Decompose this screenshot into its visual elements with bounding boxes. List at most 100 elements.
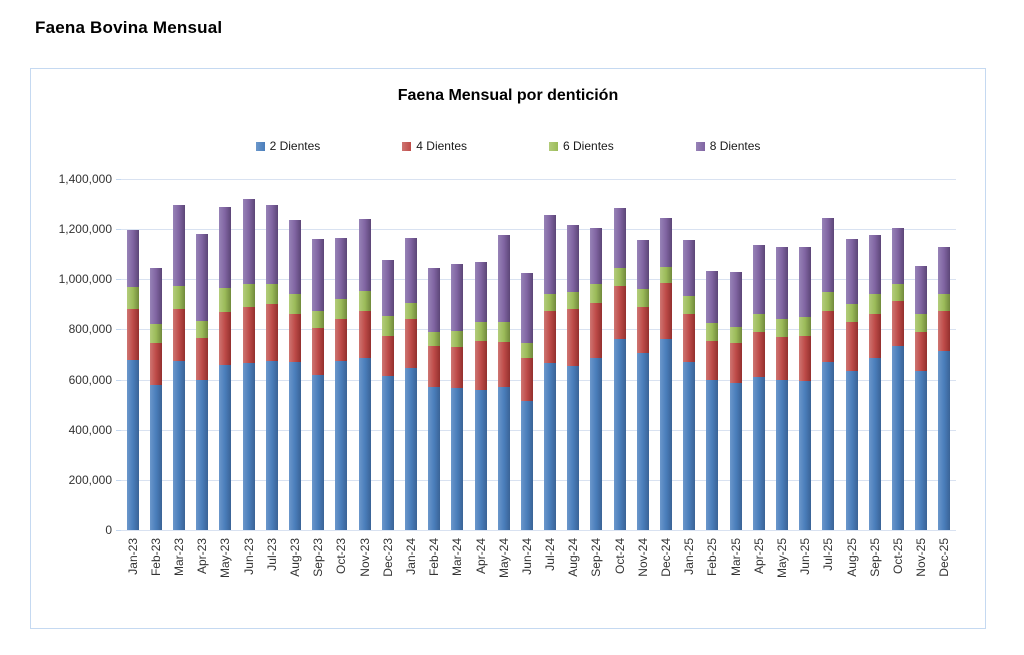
x-axis-label: Sep-24 [589, 538, 604, 577]
bar-segment-2-dientes [752, 377, 765, 530]
bar-segment-6-dientes [567, 291, 580, 310]
bar-segment-6-dientes [312, 310, 325, 329]
y-axis-tick [116, 429, 121, 431]
bar-segment-8-dientes [567, 225, 580, 292]
bar-segment-4-dientes [219, 311, 232, 365]
bar-segment-4-dientes [288, 314, 301, 363]
legend-item-2-dientes: 2 Dientes [255, 139, 321, 153]
bar-segment-4-dientes [799, 335, 812, 381]
legend-swatch-icon [255, 141, 265, 151]
bar-segment-8-dientes [219, 206, 232, 289]
bar-segment-2-dientes [776, 379, 789, 530]
bar-segment-8-dientes [868, 235, 881, 295]
bar-segment-4-dientes [451, 347, 464, 389]
bar-segment-6-dientes [845, 304, 858, 322]
bar-segment-4-dientes [474, 340, 487, 390]
legend-swatch-icon [695, 141, 705, 151]
bar-segment-8-dientes [752, 245, 765, 315]
bar-segment-6-dientes [752, 314, 765, 332]
bar-segment-8-dientes [428, 268, 441, 332]
bar-segment-4-dientes [265, 304, 278, 361]
bar-segment-6-dientes [938, 294, 951, 311]
bar-segment-4-dientes [613, 285, 626, 340]
x-axis-label: Aug-25 [844, 538, 859, 577]
bar-segment-8-dientes [358, 219, 371, 291]
bar-segment-8-dientes [544, 215, 557, 295]
y-axis-label: 200,000 [68, 472, 112, 487]
x-axis-label: Jul-25 [821, 538, 836, 571]
bar-segment-2-dientes [358, 358, 371, 530]
bar-segment-6-dientes [358, 290, 371, 311]
bar-segment-8-dientes [915, 265, 928, 315]
legend-item-8-dientes: 8 Dientes [695, 139, 761, 153]
x-axis-label: Nov-24 [635, 538, 650, 577]
y-axis-label: 1,200,000 [58, 222, 112, 237]
bar-segment-8-dientes [590, 227, 603, 285]
x-axis-label: Nov-25 [914, 538, 929, 577]
bar-segment-6-dientes [613, 268, 626, 286]
bar-segment-8-dientes [381, 260, 394, 316]
bar-segment-6-dientes [242, 284, 255, 307]
bar-segment-4-dientes [567, 309, 580, 366]
legend-label: 8 Dientes [709, 139, 761, 153]
bar-segment-8-dientes [706, 270, 719, 324]
bar-segment-6-dientes [590, 284, 603, 304]
bar-segment-2-dientes [729, 383, 742, 530]
bar-segment-6-dientes [636, 289, 649, 307]
bar-segment-8-dientes [683, 240, 696, 296]
bar-segment-2-dientes [520, 400, 533, 530]
bar-segment-8-dientes [126, 230, 139, 287]
bar-segment-4-dientes [196, 338, 209, 380]
bar-segment-4-dientes [636, 306, 649, 354]
legend-swatch-icon [402, 141, 412, 151]
bar-segment-4-dientes [172, 309, 185, 361]
bar-segment-8-dientes [451, 264, 464, 331]
bar-segment-8-dientes [497, 235, 510, 322]
bar-segment-6-dientes [335, 299, 348, 320]
x-axis-label: May-25 [775, 538, 790, 579]
x-axis-label: Mar-23 [171, 538, 186, 577]
page-title: Faena Bovina Mensual [35, 18, 223, 37]
legend-label: 4 Dientes [416, 139, 467, 153]
bar-segment-6-dientes [474, 321, 487, 341]
bar-segment-6-dientes [288, 294, 301, 315]
bar-segment-2-dientes [706, 379, 719, 530]
bar-segment-2-dientes [242, 363, 255, 530]
bar-segment-4-dientes [776, 336, 789, 380]
bar-segment-4-dientes [915, 331, 928, 371]
bar-segment-2-dientes [149, 384, 162, 530]
chart-title: Faena Mensual por dentición [397, 87, 619, 104]
bar-segment-2-dientes [868, 358, 881, 530]
bar-segment-8-dientes [474, 261, 487, 322]
bar-segment-8-dientes [613, 207, 626, 269]
bar-segment-6-dientes [451, 330, 464, 347]
bar-segment-2-dientes [892, 345, 904, 530]
bar-segment-4-dientes [892, 300, 904, 346]
bar-segment-4-dientes [497, 341, 510, 388]
bar-segment-8-dientes [172, 205, 185, 286]
bar-segment-4-dientes [358, 310, 371, 359]
bar-segment-4-dientes [706, 340, 719, 380]
bar-segment-8-dientes [520, 273, 533, 344]
bar-segment-6-dientes [381, 315, 394, 336]
bar-segment-2-dientes [613, 339, 626, 530]
bar-segment-4-dientes [683, 314, 696, 363]
bar-segment-2-dientes [799, 380, 812, 530]
x-axis-label: May-23 [218, 538, 233, 579]
x-axis-label: Oct-24 [612, 538, 627, 575]
bar-segment-6-dientes [265, 284, 278, 305]
bar-segment-6-dientes [428, 331, 441, 346]
gridline [121, 379, 956, 381]
bar-segment-6-dientes [868, 294, 881, 315]
x-axis-label: Sep-25 [867, 538, 882, 577]
x-axis-label: May-24 [496, 538, 511, 579]
bar-segment-6-dientes [196, 320, 209, 339]
bar-segment-2-dientes [567, 365, 580, 530]
bar-segment-2-dientes [196, 379, 209, 530]
bar-segment-4-dientes [312, 328, 325, 375]
bar-segment-8-dientes [312, 239, 325, 311]
y-axis-tick [116, 279, 121, 281]
legend-label: 2 Dientes [269, 139, 321, 153]
x-axis-label: Jul-24 [543, 538, 558, 571]
